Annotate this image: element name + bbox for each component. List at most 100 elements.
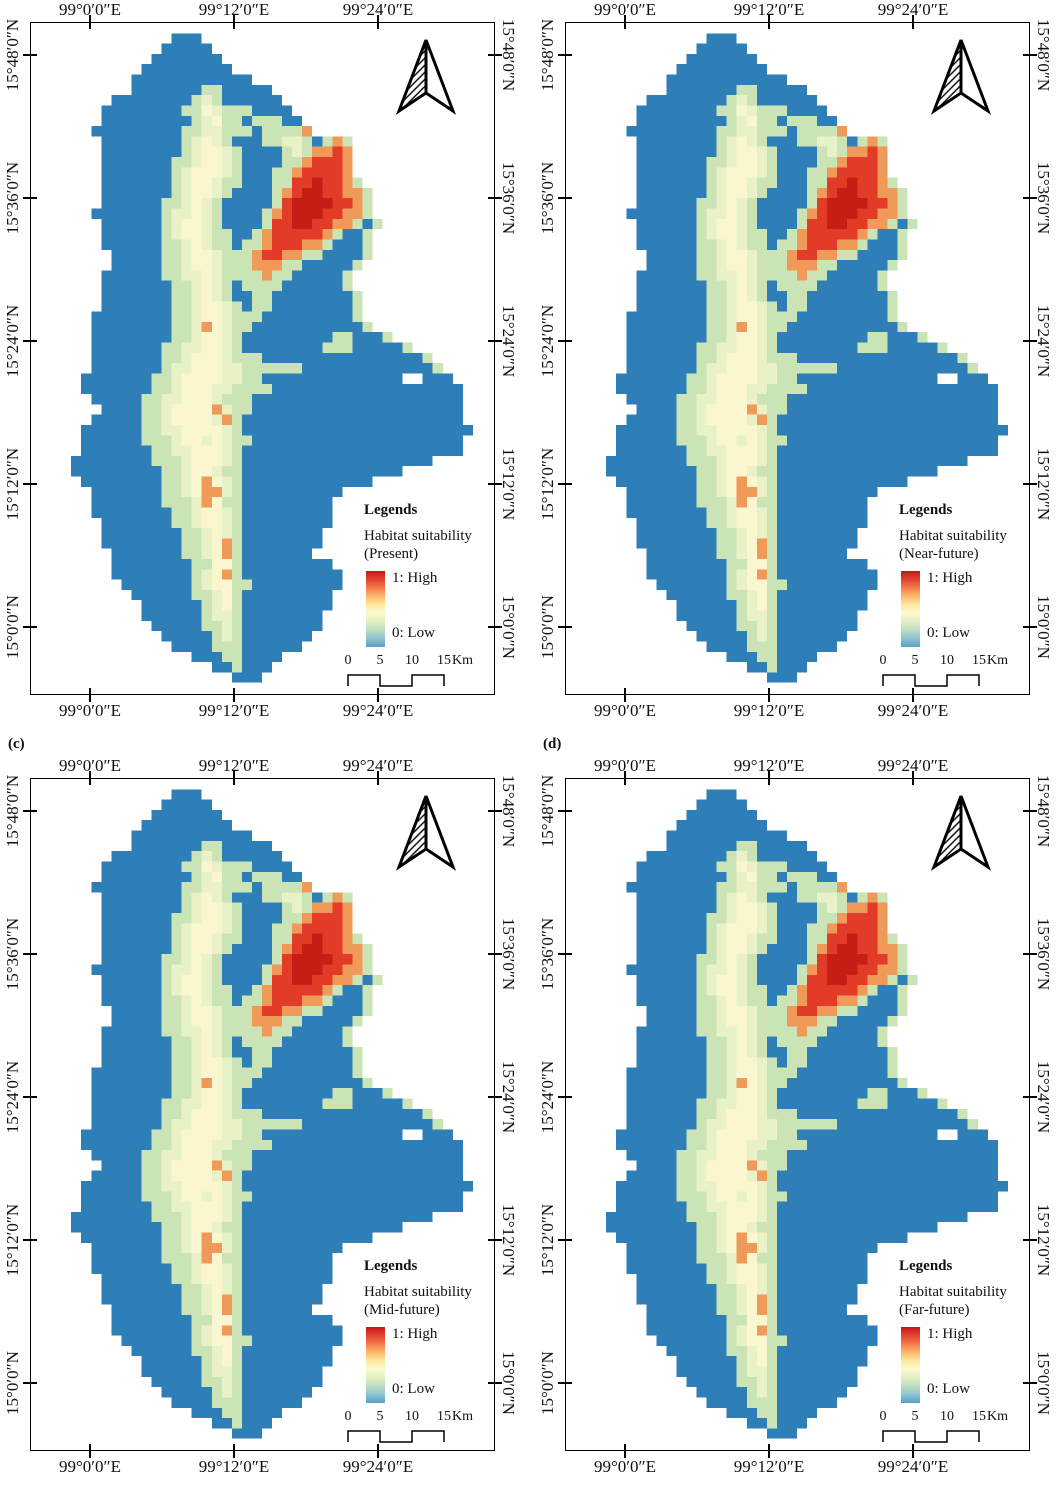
- axis-tick: [624, 15, 626, 29]
- axis-tick: [23, 54, 37, 56]
- latitude-label-left: 15°24′0″N: [3, 1060, 22, 1134]
- latitude-label-left: 15°48′0″N: [538, 18, 557, 92]
- axis-tick: [23, 810, 37, 812]
- axis-tick: [768, 688, 770, 702]
- legend: Legends Habitat suitability (Mid-future)…: [364, 1257, 506, 1403]
- axis-tick: [488, 626, 502, 628]
- legend-low-label: 0: Low: [392, 1381, 435, 1397]
- scale-bar-number: 10: [940, 653, 954, 668]
- axis-tick: [558, 1096, 572, 1098]
- axis-tick: [89, 688, 91, 702]
- longitude-label-bottom: 99°12′0″E: [733, 1457, 805, 1476]
- north-arrow-icon: [395, 795, 457, 871]
- axis-tick: [1023, 1239, 1037, 1241]
- longitude-label-top: 99°24′0″E: [877, 0, 949, 19]
- habitat-suitability-raster: [566, 779, 1028, 1449]
- habitat-suitability-raster: [566, 23, 1028, 693]
- legend-color-ramp: [901, 571, 920, 647]
- latitude-label-left: 15°12′0″N: [538, 447, 557, 521]
- latitude-label-left: 15°12′0″N: [3, 447, 22, 521]
- axis-tick: [233, 15, 235, 29]
- latitude-label-left: 15°48′0″N: [538, 774, 557, 848]
- longitude-label-bottom: 99°24′0″E: [877, 1457, 949, 1476]
- legend: Legends Habitat suitability (Present) 1:…: [364, 501, 506, 647]
- legend-high-label: 1: High: [927, 1326, 973, 1342]
- axis-tick: [488, 54, 502, 56]
- axis-tick: [89, 15, 91, 29]
- axis-tick: [558, 54, 572, 56]
- map-panel-c: Legends Habitat suitability (Mid-future)…: [0, 756, 530, 1488]
- axis-tick: [23, 197, 37, 199]
- scale-bar-number: 0: [879, 1409, 887, 1424]
- longitude-label-bottom: 99°24′0″E: [342, 1457, 414, 1476]
- axis-tick: [1023, 197, 1037, 199]
- longitude-label-top: 99°24′0″E: [877, 756, 949, 775]
- legend-ramp-wrap: 1: High 0: Low: [364, 1326, 506, 1403]
- axis-tick: [23, 1239, 37, 1241]
- axis-tick: [23, 626, 37, 628]
- longitude-label-bottom: 99°0′0″E: [594, 701, 656, 720]
- longitude-label-top: 99°0′0″E: [59, 756, 121, 775]
- scale-bar-number: 15: [972, 1409, 986, 1424]
- scale-bar-number: 0: [344, 653, 352, 668]
- legend-low-label: 0: Low: [392, 625, 435, 641]
- legend-ramp-wrap: 1: High 0: Low: [899, 1326, 1041, 1403]
- scale-bar-unit: Km: [452, 653, 473, 668]
- axis-tick: [558, 810, 572, 812]
- longitude-label-bottom: 99°12′0″E: [198, 701, 270, 720]
- scale-bar-unit: Km: [452, 1409, 473, 1424]
- axis-tick: [1023, 483, 1037, 485]
- axis-tick: [1023, 953, 1037, 955]
- map-panel-a: Legends Habitat suitability (Present) 1:…: [0, 0, 530, 732]
- axis-tick: [558, 1239, 572, 1241]
- axis-tick: [558, 197, 572, 199]
- latitude-label-left: 15°36′0″N: [3, 161, 22, 235]
- map-panel-d: Legends Habitat suitability (Far-future)…: [535, 756, 1061, 1488]
- habitat-suitability-raster: [31, 779, 493, 1449]
- axis-tick: [233, 771, 235, 785]
- legend-scenario: (Mid-future): [364, 1302, 440, 1318]
- scale-bar: 0 5 10 15 Km: [344, 653, 497, 691]
- axis-tick: [558, 340, 572, 342]
- panel-label-d: (d): [543, 736, 562, 752]
- latitude-label-left: 15°0′0″N: [3, 595, 22, 659]
- map-panel-b: Legends Habitat suitability (Near-future…: [535, 0, 1061, 732]
- axis-tick: [488, 953, 502, 955]
- scale-bar: 0 5 10 15 Km: [879, 1409, 1032, 1447]
- axis-tick: [488, 810, 502, 812]
- scale-bar-number: 15: [437, 1409, 451, 1424]
- north-arrow-icon: [930, 795, 992, 871]
- latitude-label-left: 15°0′0″N: [3, 1351, 22, 1415]
- legend-heading: Legends: [899, 502, 953, 518]
- legend-color-ramp: [901, 1327, 920, 1403]
- scale-bar: 0 5 10 15 Km: [345, 1409, 497, 1447]
- latitude-label-left: 15°48′0″N: [3, 18, 22, 92]
- axis-tick: [488, 483, 502, 485]
- panel-label-c: (c): [8, 736, 25, 752]
- axis-tick: [488, 340, 502, 342]
- legend-color-ramp: [366, 571, 385, 647]
- longitude-label-bottom: 99°0′0″E: [594, 1457, 656, 1476]
- axis-tick: [488, 197, 502, 199]
- scale-bar-number: 15: [437, 653, 451, 668]
- scale-bar-number: 5: [911, 1409, 919, 1424]
- axis-tick: [558, 483, 572, 485]
- latitude-label-left: 15°12′0″N: [3, 1203, 22, 1277]
- latitude-label-left: 15°36′0″N: [538, 917, 557, 991]
- scale-bar-line: [882, 1430, 980, 1443]
- longitude-label-top: 99°12′0″E: [198, 0, 270, 19]
- legend-heading: Legends: [364, 1258, 418, 1274]
- axis-tick: [377, 688, 379, 702]
- longitude-label-top: 99°24′0″E: [342, 756, 414, 775]
- longitude-label-bottom: 99°24′0″E: [342, 701, 414, 720]
- longitude-label-bottom: 99°12′0″E: [198, 1457, 270, 1476]
- legend: Legends Habitat suitability (Far-future)…: [899, 1257, 1041, 1403]
- axis-tick: [558, 953, 572, 955]
- longitude-label-bottom: 99°0′0″E: [59, 701, 121, 720]
- axis-tick: [912, 1444, 914, 1458]
- longitude-label-top: 99°24′0″E: [342, 0, 414, 19]
- latitude-label-left: 15°48′0″N: [3, 774, 22, 848]
- legend-high-label: 1: High: [392, 1326, 438, 1342]
- axis-tick: [488, 1382, 502, 1384]
